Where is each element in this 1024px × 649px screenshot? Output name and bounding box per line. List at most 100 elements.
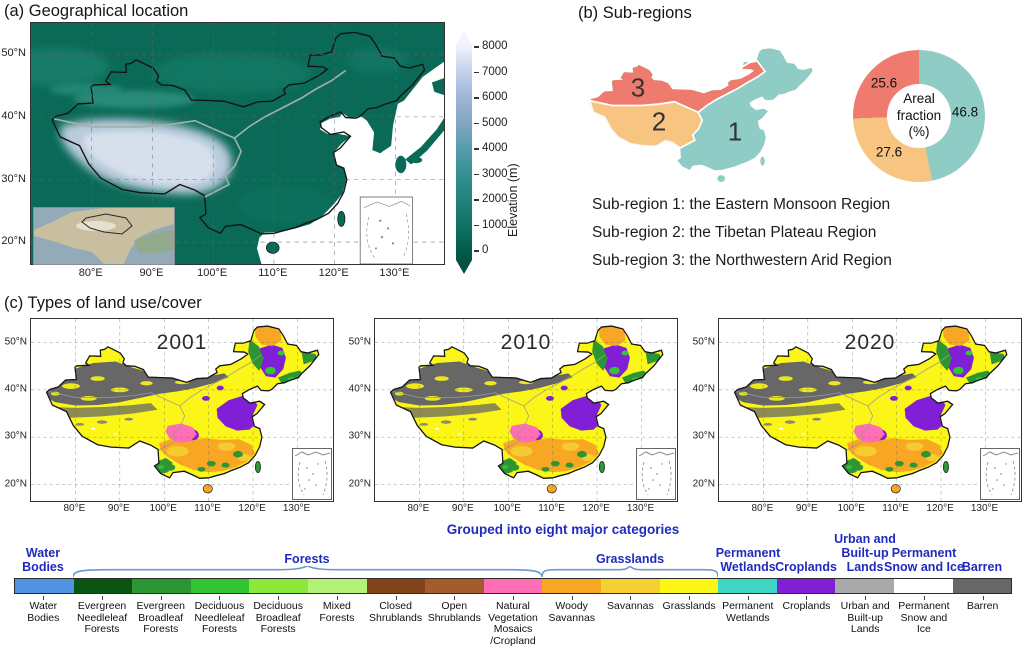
tick-label: 130°E (379, 267, 410, 279)
tick-label: 90°E (139, 267, 164, 279)
tick-label: 8000 (474, 40, 508, 52)
land-cover-map-2010: 2010 (374, 318, 678, 502)
label-croplands: Croplands (777, 596, 836, 647)
mosaics-pink (853, 423, 885, 443)
swatch-open-shrublands (425, 579, 484, 593)
year-label-2001: 2001 (156, 331, 208, 354)
south-china-sea-inset (980, 448, 1020, 500)
label-natural-vegetation-mosaics: Natural Vegetation Mosaics /Cropland (484, 596, 543, 647)
tick-label: 100°E (837, 503, 865, 514)
swatch-permanent-wetlands (718, 579, 777, 593)
land-cover-legend: Grouped into eight major categories Wate… (0, 520, 1024, 649)
tick-label: 30°N (1, 172, 26, 185)
subregion-legend-list: Sub-region 1: the Eastern Monsoon Region… (592, 196, 892, 280)
label-evergreen-needleleaf: Evergreen Needleleaf Forests (73, 596, 132, 647)
swatch-snow-ice (893, 579, 953, 593)
land-cover-map-2001: 2001 (30, 318, 334, 502)
group-grasslands: Grasslands (595, 551, 665, 566)
tick-label: 50°N (692, 336, 715, 348)
tick-label: 5000 (474, 117, 508, 129)
tick-label: 30°N (4, 430, 27, 442)
swatch-savannas (600, 579, 660, 593)
land-cover-svg (719, 319, 1021, 501)
tick-label: 90°E (795, 503, 818, 514)
subregion-2-number: 2 (651, 106, 667, 137)
barren-region (390, 361, 573, 406)
china-land-cover-2001 (31, 319, 333, 501)
swatch-deciduous-broadleaf (249, 579, 308, 593)
tick-label: 110°E (258, 267, 288, 279)
tick-label: 130°E (282, 503, 311, 514)
label-deciduous-needleleaf: Deciduous Needleleaf Forests (190, 596, 249, 647)
swatch-natural-vegetation-mosaics (483, 579, 543, 593)
tick-label: 110°E (538, 503, 565, 514)
tick-label: 80°E (407, 503, 430, 514)
swatch-barren (952, 579, 1012, 593)
barren-speckles (419, 417, 478, 426)
china-outline (45, 325, 320, 479)
tick-label: 90°E (451, 503, 474, 514)
tick-label: 40°N (4, 383, 27, 395)
china-outline (733, 325, 1008, 479)
swatch-croplands (776, 579, 836, 593)
tick-label: 120°E (582, 503, 610, 514)
tick-label: 120°E (926, 503, 954, 514)
group-permanent-wetlands: Permanent Wetlands (715, 545, 781, 574)
japan-honshu (405, 118, 444, 165)
south-china-sea-inset (292, 448, 332, 500)
legend-color-bar (14, 578, 1012, 594)
group-water-bodies: Water Bodies (22, 545, 64, 574)
elevation-colorbar (456, 45, 472, 260)
scs-inset-svg (294, 451, 331, 496)
label-grasslands: Grasslands (660, 596, 719, 647)
land-cover-svg (31, 319, 333, 501)
barren-speckles (75, 417, 134, 426)
hainan (265, 241, 280, 254)
grass-speckles (394, 376, 534, 401)
label-snow-ice: Permanent Snow and Ice (895, 596, 954, 647)
forests-patches (842, 339, 1006, 475)
region-2-tibetan-plateau (588, 99, 704, 149)
croplands-north-china-plain (216, 396, 258, 431)
panel-a-title: (a) Geographical location (4, 2, 189, 20)
woody-savannas-northeast-tip (942, 326, 970, 346)
tick-label: 80°E (751, 503, 774, 514)
year-label-2020: 2020 (844, 331, 896, 354)
year-label-2010: 2010 (500, 331, 552, 354)
tick-label: 2000 (474, 193, 508, 205)
label-permanent-wetlands: Permanent Wetlands (718, 596, 777, 647)
swatch-urban (835, 579, 894, 593)
china-outline (51, 31, 426, 235)
legend-caption: Grouped into eight major categories (446, 522, 680, 537)
label-closed-shrublands: Closed Shrublands (366, 596, 425, 647)
colorbar-arrow-up (456, 31, 472, 45)
tick-label: 20°N (348, 478, 371, 489)
swatch-mixed-forests (307, 579, 367, 593)
subregion-3-definition: Sub-region 3: the Northwestern Arid Regi… (592, 252, 892, 269)
tick-label: 80°E (63, 503, 86, 514)
china-land-cover-2020 (719, 319, 1021, 501)
swatch-evergreen-broadleaf (132, 579, 191, 593)
tick-label: 20°N (692, 478, 715, 489)
label-evergreen-broadleaf: Evergreen Broadleaf Forests (131, 596, 190, 647)
scs-inset-svg (638, 451, 675, 496)
china-outline-mini (81, 213, 133, 235)
forests-brace (73, 566, 542, 577)
tick-label: 40°N (1, 109, 26, 122)
tick-label: 80°E (78, 267, 103, 279)
land-cover-map-2020: 2020 (718, 318, 1022, 502)
donut-center-label: Areal fraction (%) (887, 84, 951, 148)
tick-label: 50°N (4, 336, 27, 348)
south-china-sea-inset (636, 448, 676, 500)
swatch-grasslands (659, 579, 719, 593)
tick-label: 40°N (348, 383, 371, 395)
label-water-bodies: Water Bodies (14, 596, 73, 647)
tick-label: 110°E (882, 503, 909, 514)
barren-speckles (763, 417, 822, 426)
legend-labels: Water Bodies Evergreen Needleleaf Forest… (14, 596, 1012, 647)
tick-label: 20°N (4, 478, 27, 489)
tick-label: 120°E (238, 503, 266, 514)
group-croplands: Croplands (775, 559, 837, 574)
tick-label: 7000 (474, 66, 508, 78)
